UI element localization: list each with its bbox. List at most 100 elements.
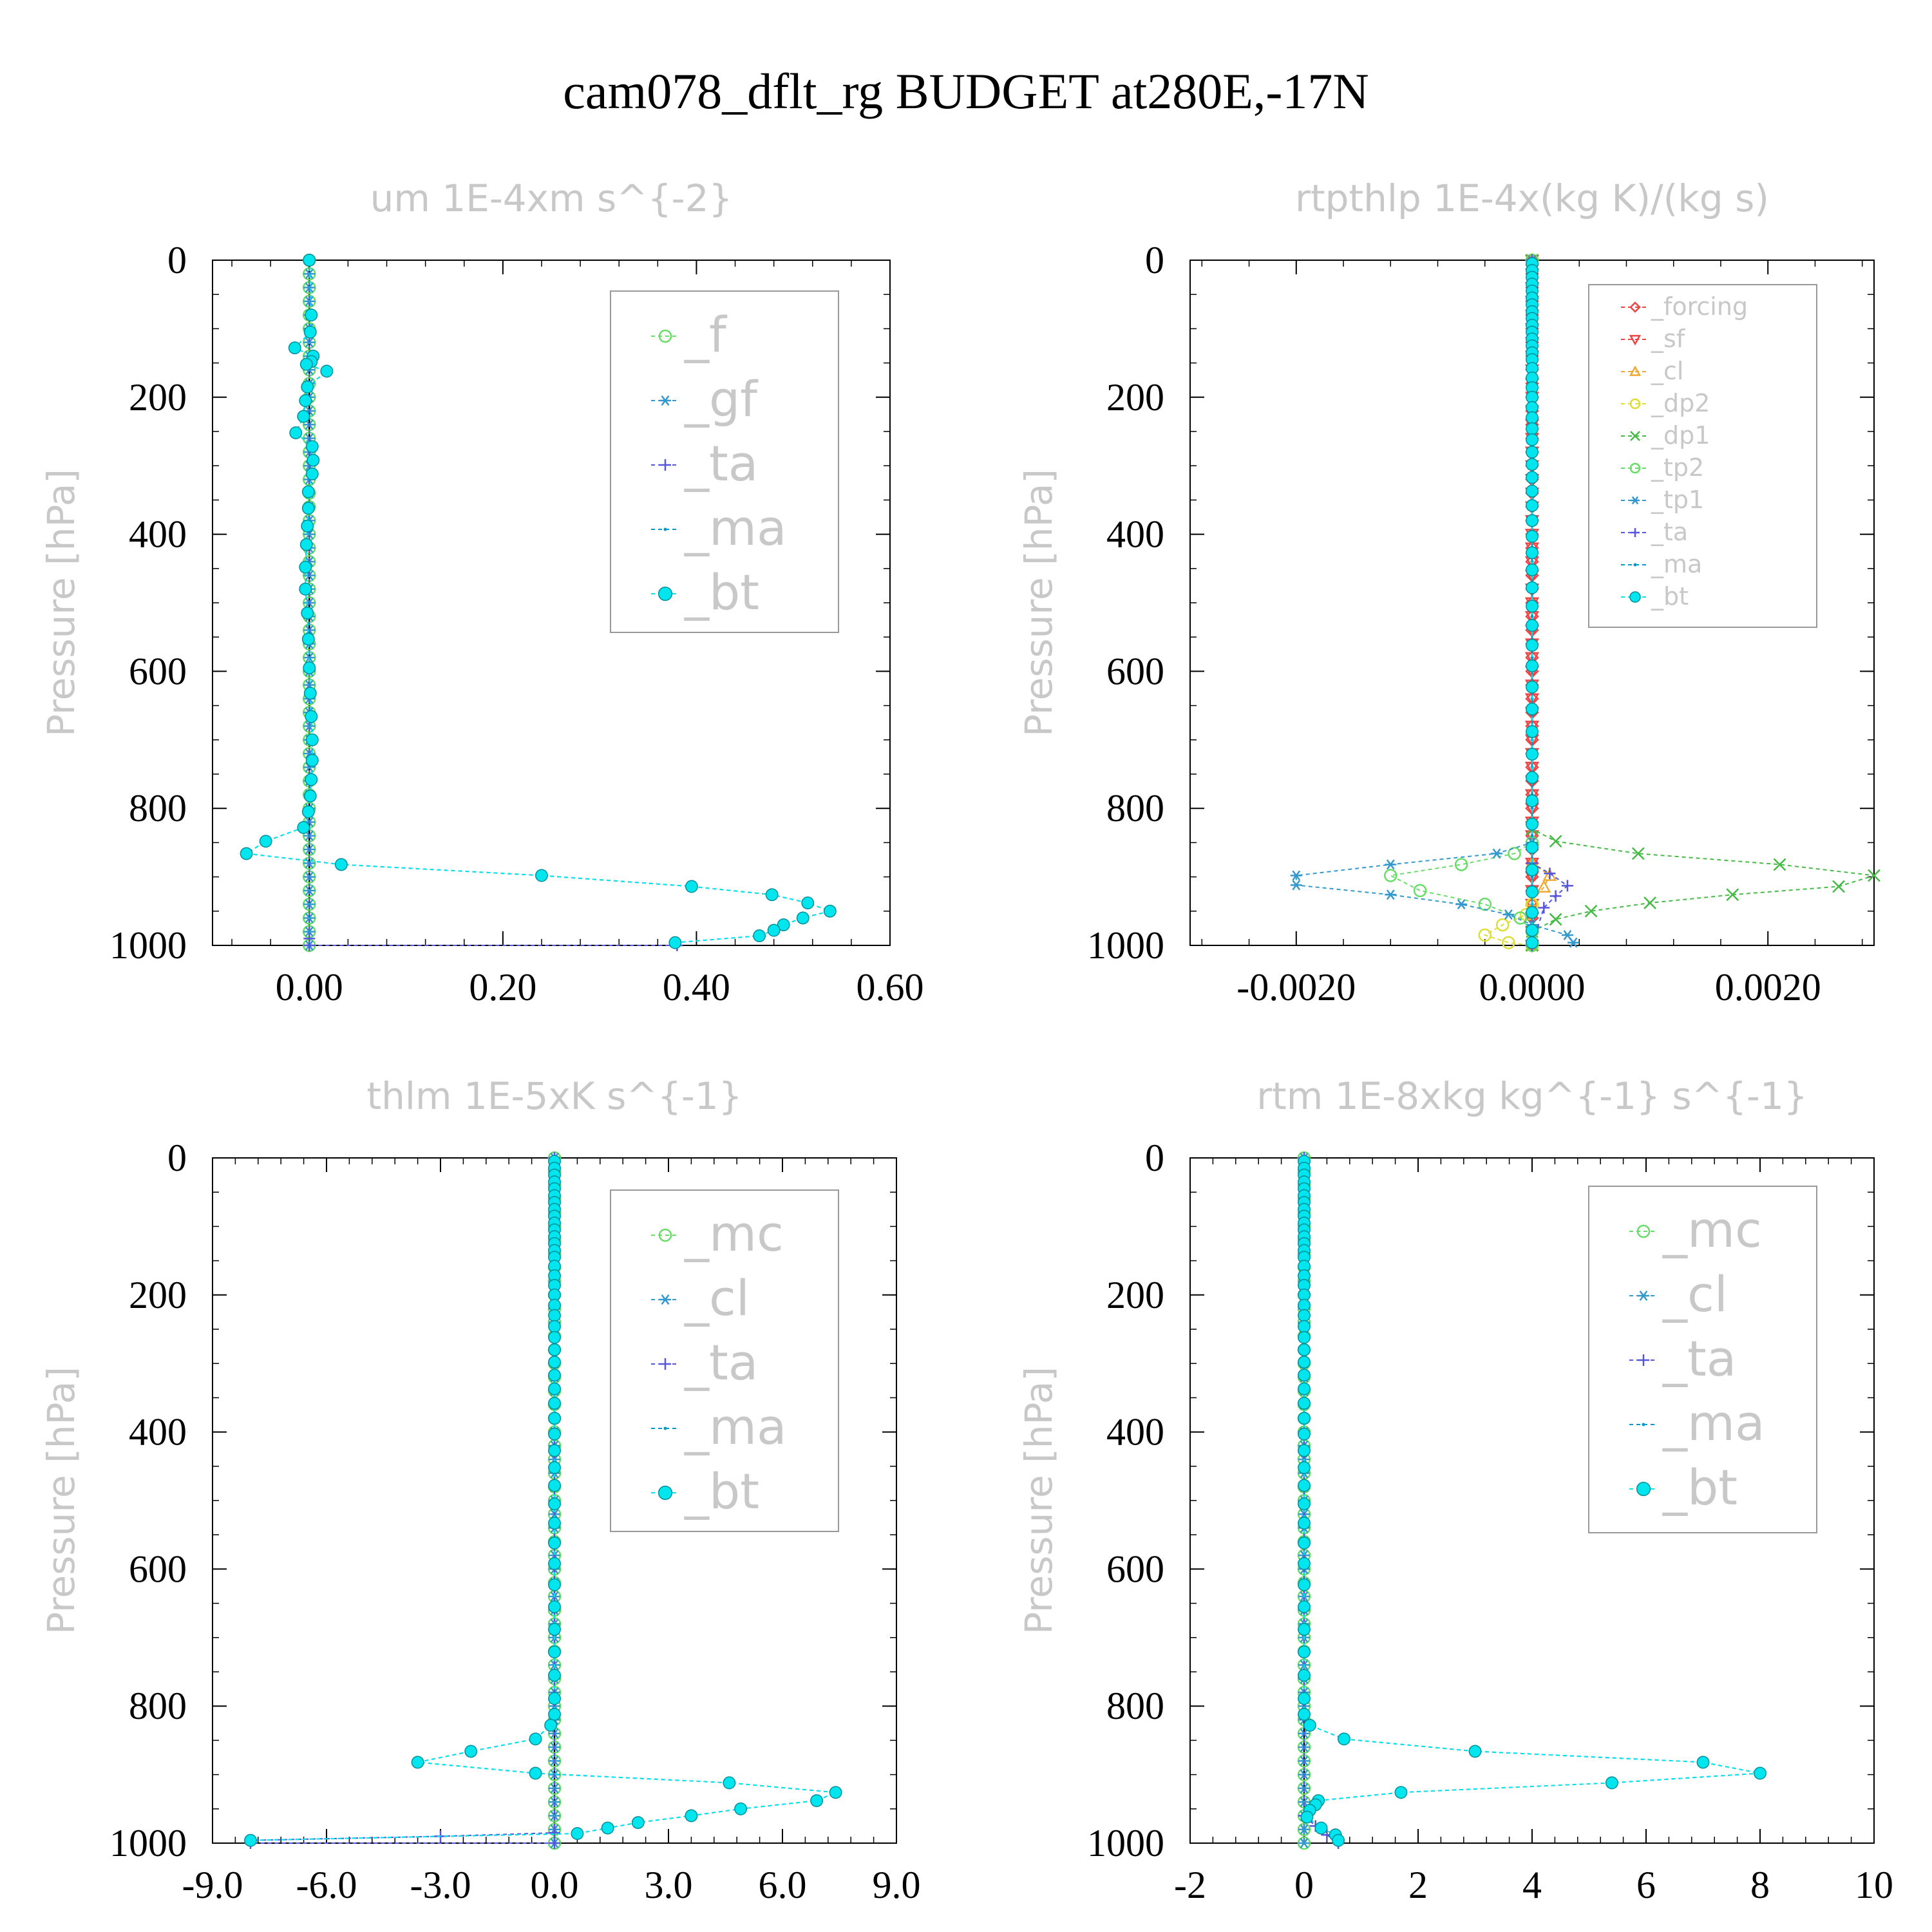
data-point xyxy=(549,1837,560,1849)
data-point xyxy=(1298,1669,1311,1682)
x-tick-label: 2 xyxy=(1408,1864,1428,1906)
data-point xyxy=(297,410,310,423)
data-point xyxy=(1298,1708,1311,1721)
data-point xyxy=(571,1827,584,1841)
data-point xyxy=(1298,1824,1310,1835)
data-point xyxy=(1726,888,1739,902)
data-point xyxy=(1696,1756,1710,1769)
series-line xyxy=(1483,260,1533,946)
chart-panel: rtpthlp 1E-4x(kg K)/(kg s) Pressure [hPa]… xyxy=(1017,176,1880,1009)
data-point xyxy=(1537,879,1551,893)
legend-marker xyxy=(1629,365,1642,376)
data-point xyxy=(301,805,315,819)
data-point xyxy=(668,936,682,949)
data-point xyxy=(303,269,316,279)
data-point xyxy=(1567,937,1580,948)
data-point xyxy=(829,1786,842,1799)
data-point xyxy=(1526,817,1539,831)
data-point xyxy=(464,1745,478,1758)
data-point xyxy=(548,1412,561,1425)
data-point xyxy=(631,1816,645,1830)
x-tick-label: -3.0 xyxy=(410,1864,471,1906)
data-point xyxy=(753,929,766,943)
page-title: cam078_dflt_rg BUDGET at280E,-17N xyxy=(563,63,1368,119)
y-tick-label: 600 xyxy=(129,1548,187,1590)
data-point xyxy=(1298,1320,1311,1333)
x-tick-label: -2 xyxy=(1174,1864,1206,1906)
data-point xyxy=(548,1517,561,1530)
data-point xyxy=(685,1809,698,1823)
data-point xyxy=(1298,1412,1311,1425)
data-point xyxy=(1526,445,1539,459)
data-point xyxy=(1495,918,1510,932)
legend: _forcing _sf _cl _dp2 _dp1 _tp2 _tp1 _ta _ma _bt xyxy=(1588,284,1817,628)
x-tick-label: 9.0 xyxy=(873,1864,921,1906)
legend-marker xyxy=(663,527,667,531)
data-point xyxy=(549,1810,560,1821)
data-point xyxy=(548,1382,561,1396)
x-tick-label: 0.20 xyxy=(469,966,536,1009)
data-point xyxy=(1455,899,1468,910)
y-tick-label: 1000 xyxy=(1087,1822,1164,1864)
data-point xyxy=(1643,896,1656,909)
data-point xyxy=(1530,656,1534,659)
legend-box xyxy=(610,290,839,633)
y-tick-label: 400 xyxy=(129,513,187,556)
data-point xyxy=(1385,859,1397,870)
data-point xyxy=(307,453,320,467)
data-point xyxy=(1549,913,1562,926)
data-point xyxy=(1538,902,1550,914)
data-point xyxy=(548,1578,561,1591)
data-point xyxy=(1290,870,1302,881)
data-point xyxy=(529,1766,542,1780)
data-point xyxy=(548,1427,561,1441)
legend-marker xyxy=(658,329,672,343)
data-point xyxy=(303,913,316,923)
series-line xyxy=(1388,260,1533,945)
data-point xyxy=(1298,1356,1311,1369)
data-point xyxy=(299,538,313,551)
legend-marker xyxy=(1633,563,1637,567)
data-point xyxy=(1530,834,1534,838)
legend-label: _ma xyxy=(684,499,787,556)
data-point xyxy=(1338,1732,1350,1746)
y-tick-label: 0 xyxy=(167,239,187,281)
legend-label: _cl xyxy=(1651,357,1683,385)
y-tick-label: 400 xyxy=(129,1411,187,1454)
data-point xyxy=(1526,923,1539,937)
data-point xyxy=(1526,546,1539,560)
y-tick-label: 1000 xyxy=(109,924,187,967)
legend-label: _mc xyxy=(1662,1201,1762,1258)
data-point xyxy=(549,1827,560,1839)
data-point xyxy=(1413,884,1427,898)
data-point xyxy=(765,888,779,902)
y-tick-label: 0 xyxy=(167,1137,187,1179)
data-point xyxy=(548,1497,561,1511)
data-point xyxy=(548,1692,561,1705)
series-bt xyxy=(1298,1155,1766,1847)
legend-label: _tp2 xyxy=(1651,453,1704,482)
data-point xyxy=(1754,1766,1766,1780)
x-tick-label: 0.60 xyxy=(857,966,924,1009)
data-point xyxy=(548,1396,561,1410)
data-point xyxy=(299,560,312,574)
data-point xyxy=(305,710,318,723)
data-point xyxy=(1526,433,1539,446)
x-tick-label: 0.0000 xyxy=(1479,966,1586,1009)
data-point xyxy=(1526,886,1539,898)
data-point xyxy=(548,1320,561,1333)
legend-label: _ma xyxy=(1651,550,1702,578)
legend-marker xyxy=(659,395,671,406)
data-point xyxy=(1298,1578,1311,1591)
data-point xyxy=(301,519,314,533)
legend-marker xyxy=(1636,1481,1651,1497)
data-point xyxy=(1832,880,1845,893)
data-point xyxy=(1502,936,1515,949)
data-point xyxy=(305,308,318,322)
legend-label: _bt xyxy=(684,564,759,621)
x-tick-label: -9.0 xyxy=(182,1864,243,1906)
chart-panel: rtm 1E-8xkg kg^{-1} s^{-1} Pressure [hPa]… xyxy=(1017,1074,1893,1906)
x-tick-label: 6.0 xyxy=(759,1864,807,1906)
data-point xyxy=(1513,911,1527,925)
data-point xyxy=(1298,1557,1311,1570)
